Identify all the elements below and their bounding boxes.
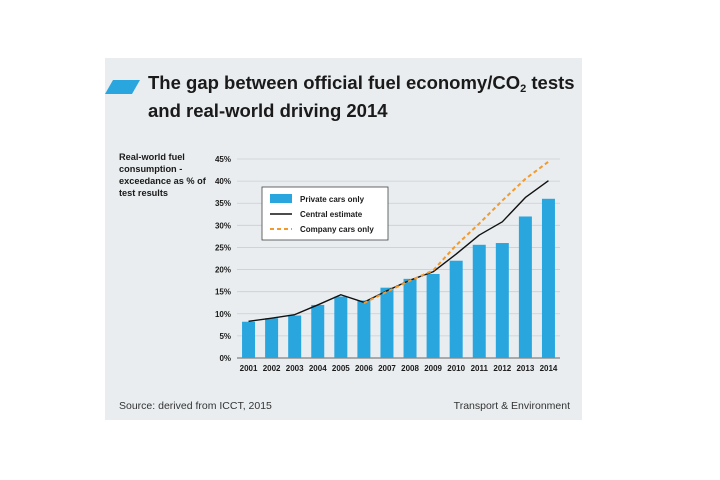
bar: [426, 273, 440, 358]
credit-note: Transport & Environment: [453, 400, 570, 412]
title-subscript: 2: [520, 83, 527, 95]
x-tick-label: 2009: [424, 364, 442, 373]
legend-label: Company cars only: [300, 225, 374, 234]
x-tick-label: 2014: [540, 364, 558, 373]
x-tick-label: 2007: [378, 364, 396, 373]
bar: [541, 198, 555, 358]
y-tick-label: 0%: [219, 354, 231, 363]
x-tick-label: 2003: [286, 364, 304, 373]
bar: [288, 315, 302, 358]
company-cars-line: [363, 160, 550, 305]
bar: [242, 321, 256, 358]
y-tick-label: 40%: [215, 177, 231, 186]
title-line2: and real-world driving 2014: [148, 100, 388, 121]
y-tick-label: 25%: [215, 243, 231, 252]
x-tick-label: 2008: [401, 364, 419, 373]
x-tick-label: 2005: [332, 364, 350, 373]
bar: [518, 216, 532, 358]
x-tick-label: 2001: [240, 364, 258, 373]
title-accent-bar: [105, 80, 140, 94]
y-tick-label: 20%: [215, 266, 231, 275]
title-part1: The gap between official fuel economy/CO: [148, 72, 521, 93]
x-tick-label: 2002: [263, 364, 281, 373]
x-tick-label: 2013: [516, 364, 534, 373]
legend-label: Private cars only: [300, 195, 365, 204]
x-tick-label: 2010: [447, 364, 465, 373]
bar: [265, 318, 279, 358]
y-tick-label: 30%: [215, 221, 231, 230]
bar: [357, 300, 371, 358]
chart-title: The gap between official fuel economy/CO…: [148, 72, 578, 122]
bar: [403, 278, 417, 358]
y-tick-label: 35%: [215, 199, 231, 208]
x-tick-label: 2012: [493, 364, 511, 373]
y-tick-label: 10%: [215, 310, 231, 319]
legend-swatch-private: [270, 194, 292, 203]
y-tick-label: 5%: [219, 332, 231, 341]
bar: [449, 260, 463, 358]
bar: [380, 287, 394, 358]
y-axis-label: Real-world fuel consumption - exceedance…: [119, 152, 206, 198]
x-tick-label: 2004: [309, 364, 327, 373]
legend-label: Central estimate: [300, 210, 363, 219]
bar: [311, 304, 325, 358]
source-note: Source: derived from ICCT, 2015: [119, 400, 272, 412]
bar: [495, 243, 509, 358]
title-part2: tests: [526, 72, 575, 93]
y-tick-label: 15%: [215, 288, 231, 297]
bar: [472, 244, 486, 358]
y-tick-label: 45%: [215, 155, 231, 164]
x-tick-label: 2006: [355, 364, 373, 373]
x-tick-label: 2011: [471, 364, 489, 373]
bar: [334, 296, 348, 358]
